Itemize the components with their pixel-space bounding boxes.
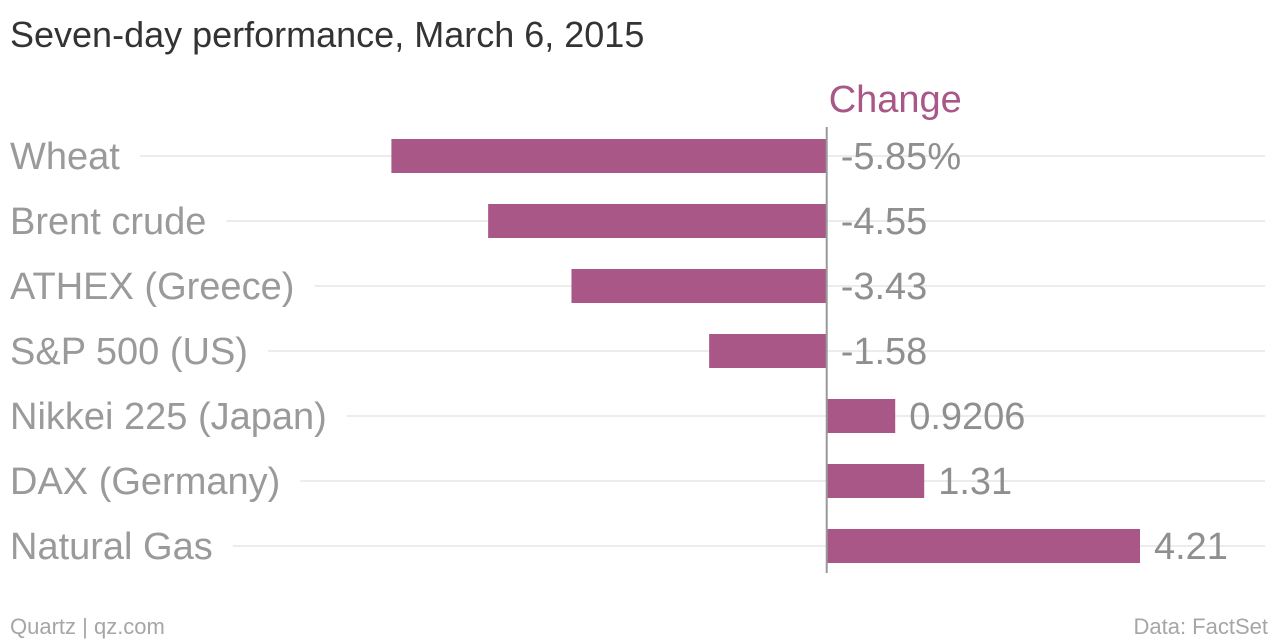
- category-label: Wheat: [10, 136, 120, 178]
- bar: [826, 529, 1140, 563]
- category-label: Natural Gas: [10, 526, 213, 568]
- category-label: DAX (Germany): [10, 461, 280, 503]
- data-source: Data: FactSet: [1133, 614, 1268, 639]
- value-label: 0.9206: [909, 396, 1025, 438]
- value-label: -3.43: [841, 266, 928, 308]
- category-label: Nikkei 225 (Japan): [10, 396, 327, 438]
- bar: [488, 204, 827, 238]
- label-layer: Wheat -5.85% Brent crude -4.55 ATHEX (Greece…: [10, 136, 1228, 568]
- category-label: S&P 500 (US): [10, 331, 248, 373]
- bar: [826, 464, 925, 498]
- value-label: -5.85%: [841, 136, 961, 178]
- value-label: 1.31: [938, 461, 1012, 503]
- bar: [826, 399, 896, 433]
- bar-layer: [391, 139, 1140, 563]
- chart-title: Seven-day performance, March 6, 2015: [10, 14, 645, 55]
- source-credit: Quartz | qz.com: [10, 614, 165, 639]
- bar: [391, 139, 827, 173]
- bar: [709, 334, 827, 368]
- value-label: 4.21: [1154, 526, 1228, 568]
- category-label: ATHEX (Greece): [10, 266, 294, 308]
- category-label: Brent crude: [10, 201, 206, 243]
- bar: [571, 269, 827, 303]
- value-label: -4.55: [841, 201, 928, 243]
- value-label: -1.58: [841, 331, 928, 373]
- series-header-label: Change: [829, 79, 962, 121]
